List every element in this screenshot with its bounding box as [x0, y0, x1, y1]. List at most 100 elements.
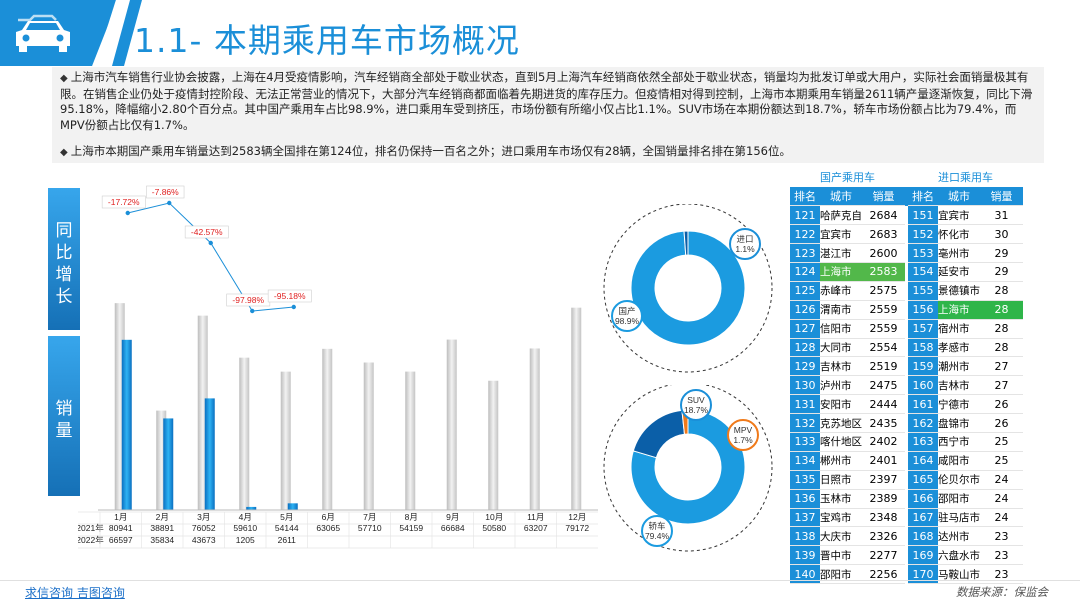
import-rank: 170: [908, 564, 938, 585]
import-city: 孝感市: [938, 338, 980, 358]
table-row: 132 克苏地区 2435 162 盘锦市 26: [790, 413, 1023, 433]
import-city: 六盘水市: [938, 545, 980, 566]
table-row: 122 宜宾市 2683 152 怀化市 30: [790, 224, 1023, 245]
bullet-icon: ◆: [60, 147, 68, 158]
donut-slice-轿车: [630, 409, 746, 525]
donut-label-pct: 18.7%: [684, 405, 709, 415]
value-2021: 66684: [441, 523, 465, 533]
bar-2022: [246, 506, 257, 510]
domestic-sales: 2559: [862, 300, 905, 320]
yoy-label-box: [267, 289, 312, 303]
import-sales: 29: [980, 262, 1023, 282]
domestic-city: 克苏地区: [820, 413, 862, 433]
domestic-sales: 2554: [862, 338, 905, 358]
domestic-city: 玉林市: [820, 489, 862, 509]
value-2021: 80941: [109, 523, 133, 533]
yoy-side-label: 同比增长: [48, 188, 80, 330]
import-sales: 24: [980, 470, 1023, 490]
import-sales: 25: [980, 432, 1023, 452]
bar-2021: [529, 348, 540, 510]
dashed-ring: [603, 385, 773, 552]
import-city: 伦贝尔市: [938, 470, 980, 490]
domestic-rank: 137: [790, 508, 820, 528]
import-sales: 29: [980, 243, 1023, 263]
table-row: 134 郴州市 2401 164 咸阳市 25: [790, 451, 1023, 471]
donut-label-bubble: [729, 228, 761, 260]
domestic-city: 宜宾市: [820, 224, 862, 245]
domestic-rank: 138: [790, 526, 820, 547]
table-row: 130 泸州市 2475 160 吉林市 27: [790, 375, 1023, 396]
donut-label-pct: 1.1%: [735, 244, 755, 254]
domestic-rank: 124: [790, 262, 820, 282]
x-tick-label: 11月: [527, 512, 544, 522]
domestic-caption: 国产乘用车: [820, 171, 875, 185]
car-icon: [16, 14, 70, 52]
table-row: 136 玉林市 2389 166 邵阳市 24: [790, 489, 1023, 509]
import-sales: 24: [980, 508, 1023, 528]
donut-slice-进口: [683, 230, 689, 256]
import-rank: 165: [908, 470, 938, 490]
x-tick-label: 3月: [197, 512, 210, 522]
domestic-city: 郴州市: [820, 451, 862, 471]
import-sales: 24: [980, 489, 1023, 509]
domestic-rank: 140: [790, 564, 820, 585]
import-rank: 164: [908, 451, 938, 471]
domestic-rank: 139: [790, 545, 820, 566]
bar-2021: [280, 371, 291, 510]
bar-2022: [287, 503, 298, 510]
value-2021: 54144: [275, 523, 299, 533]
bar-2021: [239, 357, 250, 510]
col-rank: 排名: [790, 186, 820, 207]
summary-text-2: 上海市本期国产乘用车销量达到2583辆全国排在第124位，排名仍保持一百名之外；…: [70, 144, 791, 158]
yoy-point: [291, 304, 296, 310]
yoy-label-box: [146, 185, 185, 199]
table-row: 138 大庆市 2326 168 达州市 23: [790, 526, 1023, 547]
import-rank: 169: [908, 545, 938, 566]
import-city: 怀化市: [938, 224, 980, 245]
yoy-label: -7.86%: [152, 187, 179, 197]
sales-bar-chart: -17.72% -7.86% -42.57% -97.98% -95.18% 2021年 2…: [78, 185, 598, 549]
data-source: 数据来源：保监会: [956, 585, 1048, 599]
value-2021: 76052: [192, 523, 216, 533]
bar-2021: [488, 380, 499, 510]
value-2021: 57710: [358, 523, 382, 533]
domestic-sales: 2519: [862, 356, 905, 377]
import-sales: 27: [980, 375, 1023, 396]
domestic-sales: 2583: [862, 262, 905, 282]
x-tick-label: 8月: [405, 512, 418, 522]
domestic-rank: 128: [790, 338, 820, 358]
import-city: 上海市: [938, 300, 980, 320]
domestic-rank: 121: [790, 205, 820, 226]
domestic-sales: 2444: [862, 394, 905, 415]
value-2021: 59610: [233, 523, 257, 533]
table-row: 124 上海市 2583 154 延安市 29: [790, 262, 1023, 282]
import-caption: 进口乘用车: [938, 171, 993, 185]
domestic-sales: 2683: [862, 224, 905, 245]
domestic-sales: 2401: [862, 451, 905, 471]
x-tick-label: 12月: [568, 512, 586, 522]
domestic-sales: 2600: [862, 243, 905, 263]
x-tick-label: 9月: [446, 512, 459, 522]
yoy-label-box: [184, 225, 229, 239]
domestic-rank: 134: [790, 451, 820, 471]
import-rank: 158: [908, 338, 938, 358]
import-city: 延安市: [938, 262, 980, 282]
import-city: 驻马店市: [938, 508, 980, 528]
bar-2021: [571, 307, 582, 510]
yoy-label: -17.72%: [108, 197, 140, 207]
donut-label-pct: 98.9%: [615, 316, 640, 326]
yoy-label-box: [101, 195, 146, 209]
domestic-rank: 129: [790, 356, 820, 377]
col-sales: 销量: [862, 186, 905, 207]
col-city: 城市: [938, 186, 980, 207]
domestic-sales: 2389: [862, 489, 905, 509]
bar-2021: [363, 362, 374, 510]
donut-slice-SUV: [632, 409, 686, 459]
table-row: 137 宝鸡市 2348 167 驻马店市 24: [790, 508, 1023, 528]
footer-links[interactable]: 求信咨询 吉图咨询: [25, 586, 125, 600]
bar-2022: [163, 418, 174, 510]
x-tick-label: 5月: [280, 512, 293, 522]
import-city: 宿州市: [938, 319, 980, 339]
import-sales: 28: [980, 281, 1023, 301]
donut-label-pct: 1.7%: [733, 435, 753, 445]
